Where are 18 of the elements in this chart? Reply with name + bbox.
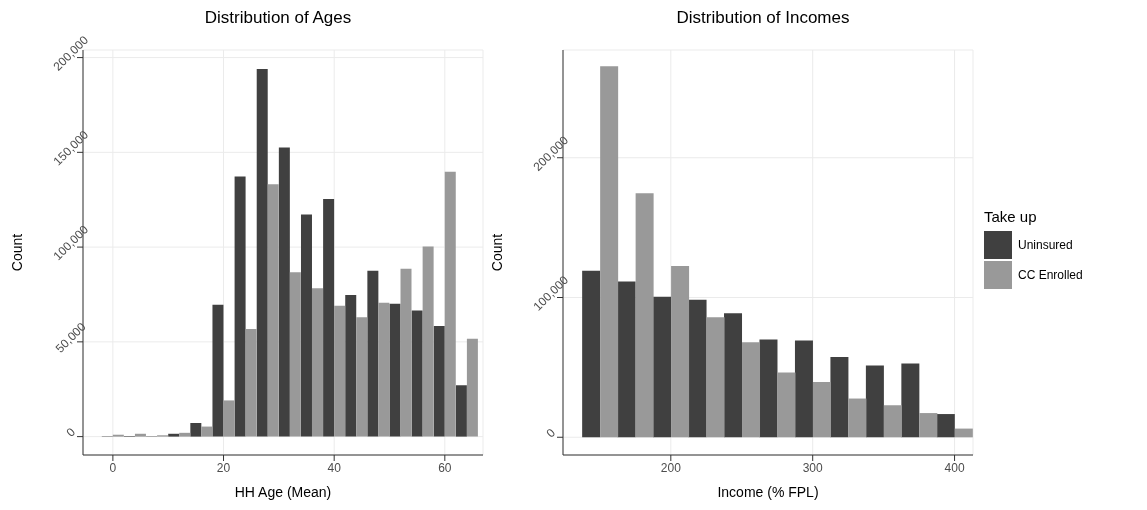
x-tick-label: 200	[660, 460, 682, 475]
y-axis-title: Count	[488, 233, 505, 272]
legend-label: Uninsured	[1018, 238, 1073, 252]
chart-title: Distribution of Incomes	[675, 8, 851, 28]
x-axis-title: HH Age (Mean)	[234, 484, 332, 500]
x-tick-label: 400	[944, 460, 965, 475]
y-tick-label: 0	[543, 425, 559, 441]
chart-title: Distribution of Ages	[203, 8, 353, 28]
legend-title: Take up	[984, 208, 1038, 225]
x-tick-label: 0	[109, 460, 117, 475]
y-axis-title: Count	[8, 233, 25, 272]
x-tick-label: 60	[438, 460, 452, 475]
x-tick-label: 300	[802, 460, 824, 475]
x-tick-label: 20	[216, 460, 231, 475]
x-axis-title: Income (% FPL)	[717, 484, 819, 500]
y-tick-label: 0	[63, 424, 79, 440]
legend-label: CC Enrolled	[1018, 268, 1083, 282]
x-tick-label: 40	[327, 460, 342, 475]
